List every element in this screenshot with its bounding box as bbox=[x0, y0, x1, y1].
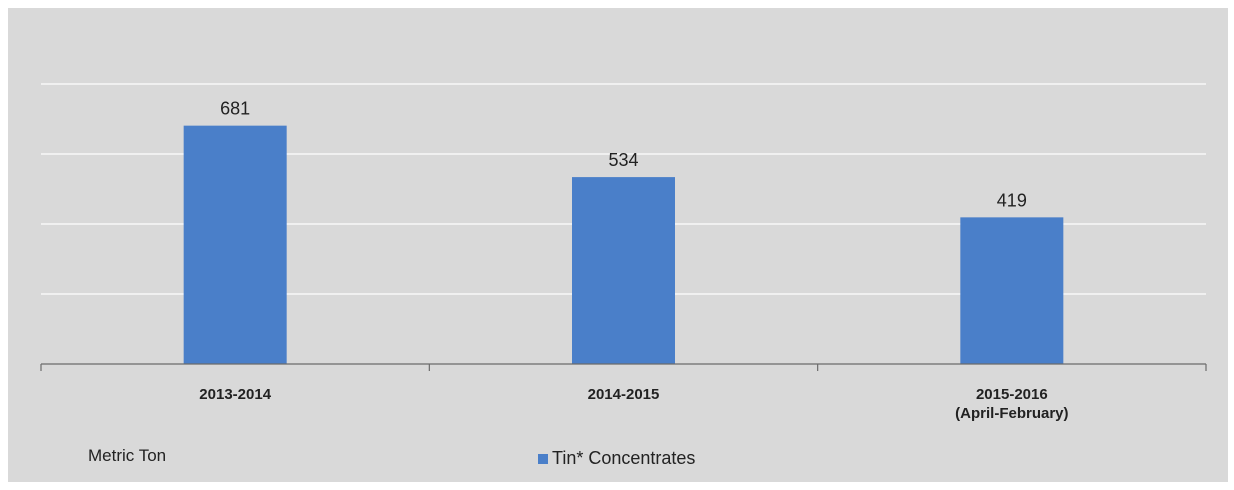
category-label: 2014-2015 bbox=[588, 386, 660, 403]
legend-label: Tin* Concentrates bbox=[552, 448, 696, 468]
data-label: 681 bbox=[220, 99, 250, 119]
data-label: 534 bbox=[608, 150, 638, 170]
data-label: 419 bbox=[997, 190, 1027, 210]
legend-swatch bbox=[538, 453, 548, 464]
bar-chart: 681 2013-2014 534 2014-2015 419 2015-2016 (Apr… bbox=[40, 83, 1207, 422]
legend: Tin* Concentrates bbox=[538, 448, 695, 469]
unit-label: Metric Ton bbox=[88, 446, 167, 465]
bar bbox=[572, 177, 675, 364]
bar bbox=[960, 217, 1064, 364]
bar bbox=[183, 125, 287, 365]
category-label: 2015-2016 bbox=[976, 386, 1048, 403]
chart-frame: 681 2013-2014 534 2014-2015 419 2015-2016 (Apr… bbox=[8, 8, 1228, 482]
category-label: 2013-2014 bbox=[199, 386, 271, 403]
category-label: (April-February) bbox=[955, 405, 1068, 422]
